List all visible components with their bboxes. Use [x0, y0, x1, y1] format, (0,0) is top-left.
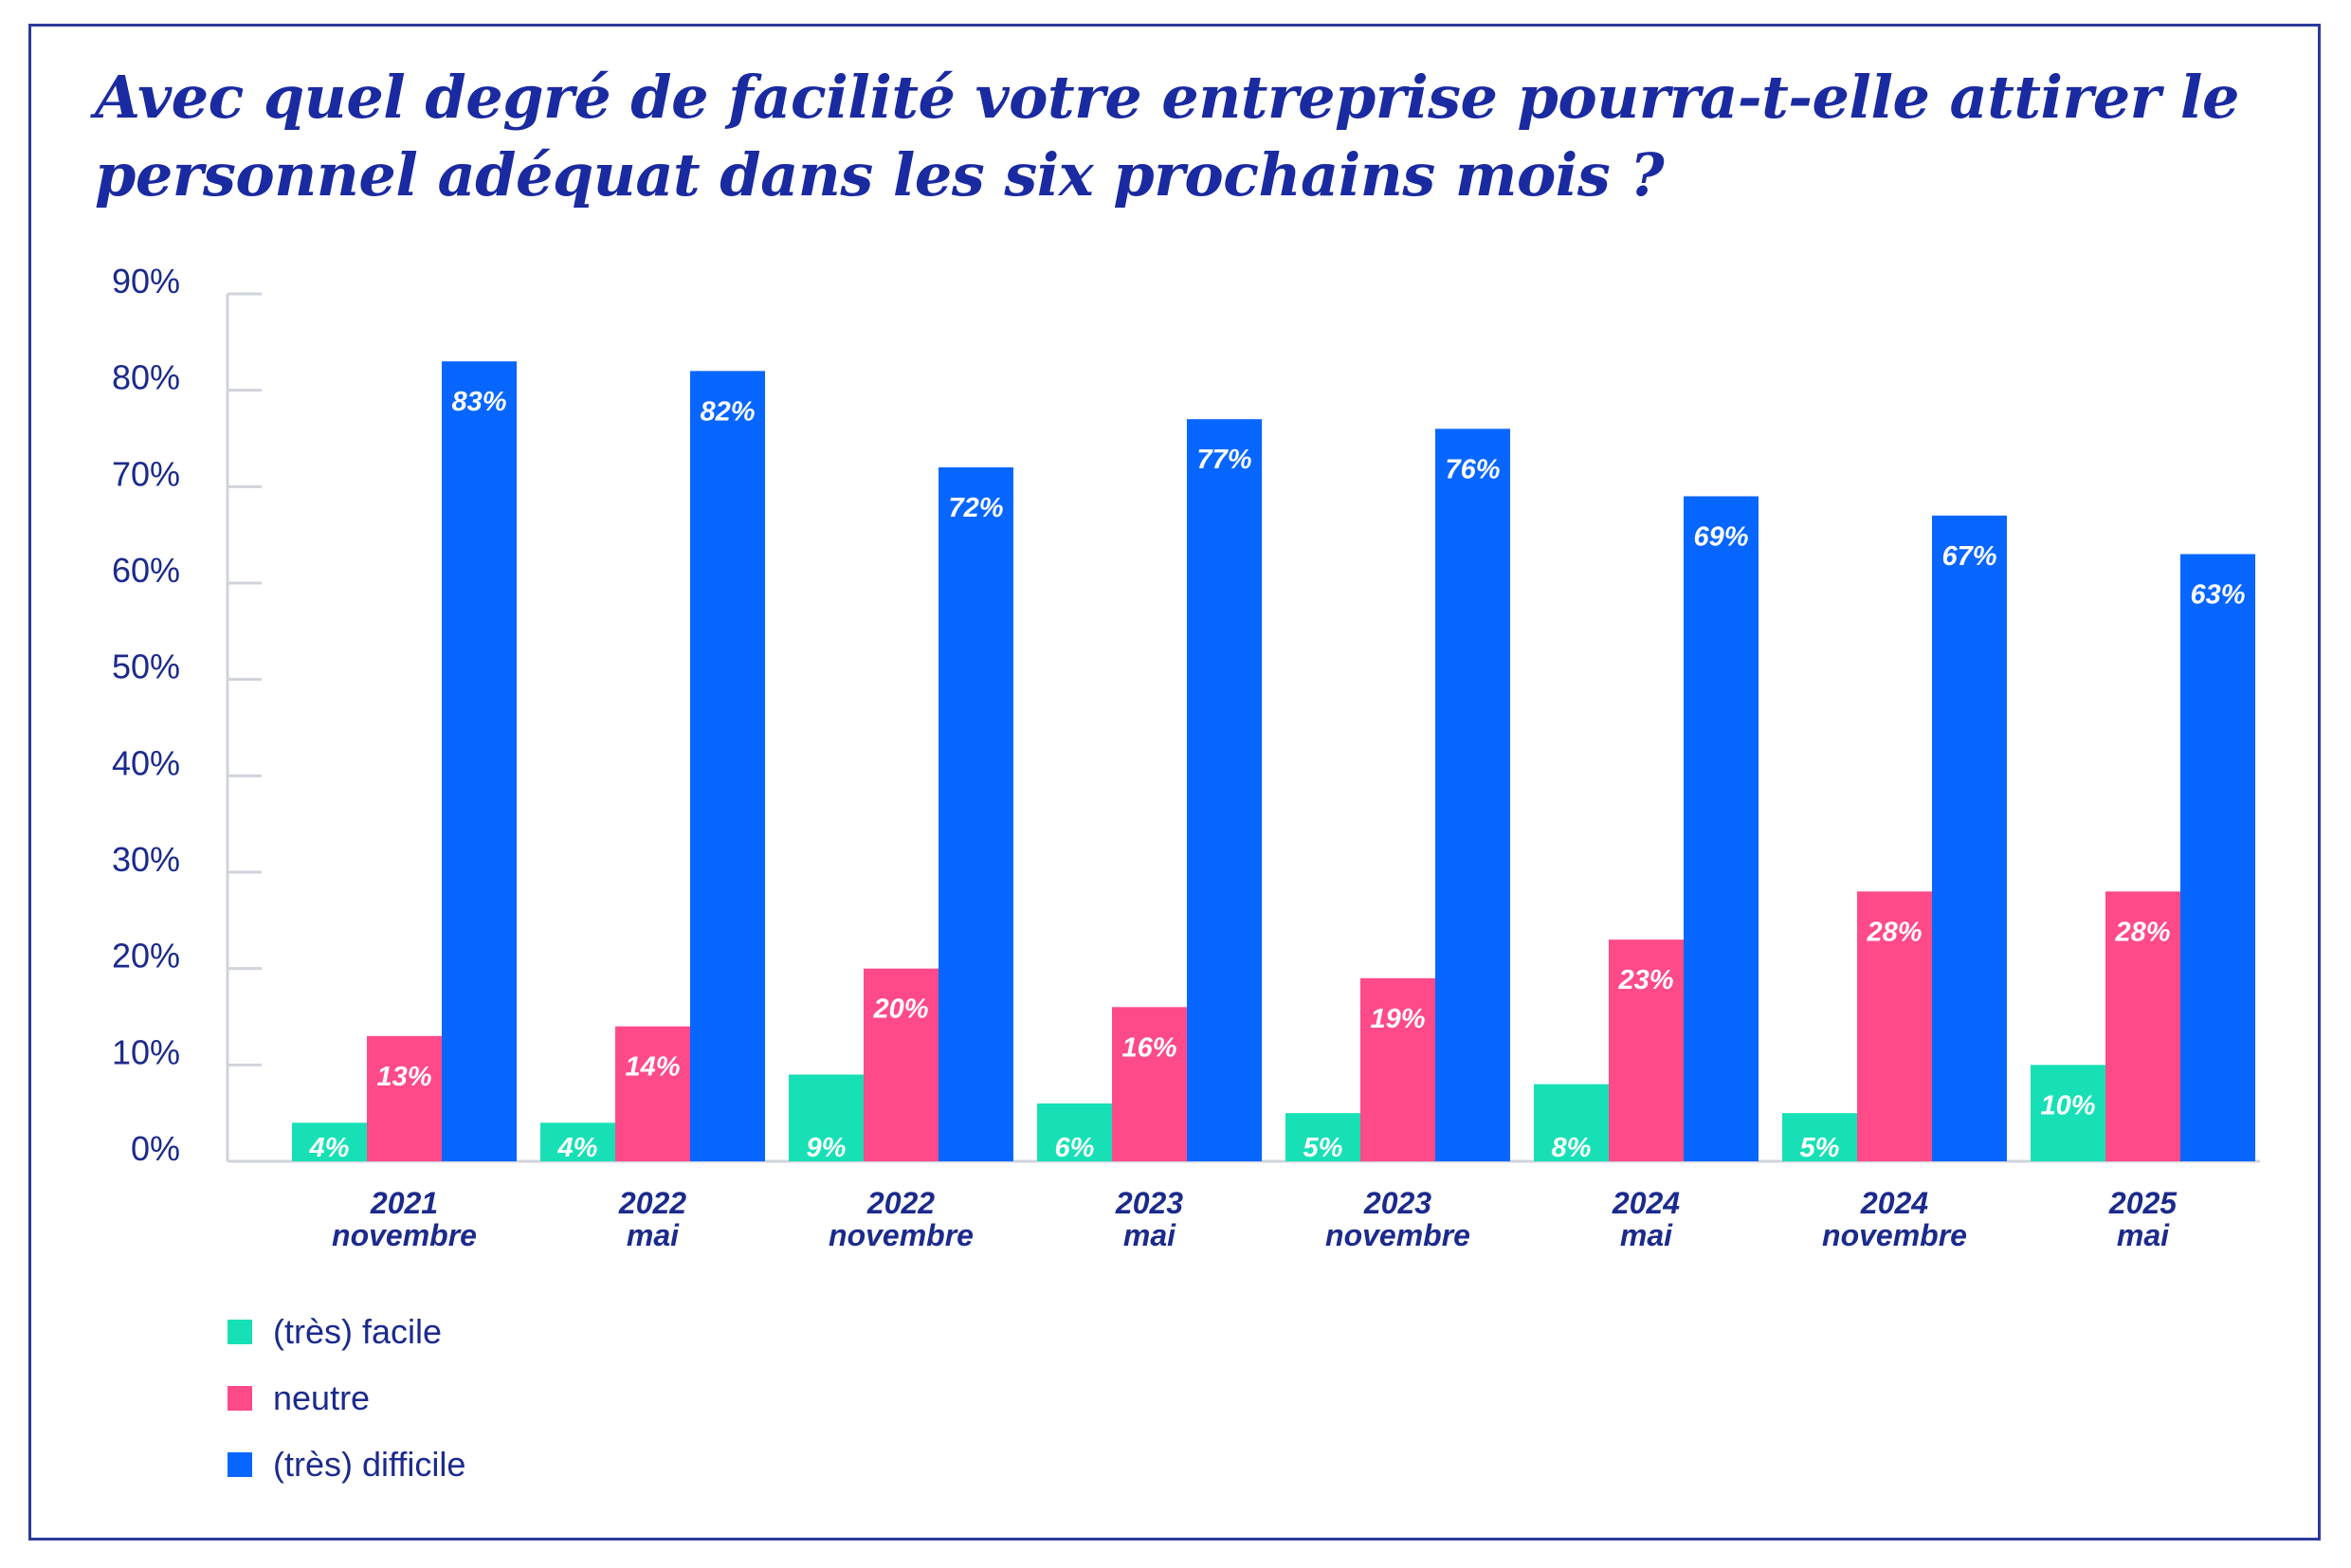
legend-item-facile: (très) facile — [228, 1299, 465, 1365]
y-tick-label: 20% — [112, 937, 180, 975]
x-category-label: 2021 novembre — [332, 1186, 477, 1252]
bar-neutre — [2105, 891, 2180, 1161]
legend: (très) facile neutre (très) difficile — [228, 1299, 465, 1498]
data-label: 9% — [807, 1133, 847, 1163]
data-label: 5% — [1303, 1133, 1343, 1163]
bar-difficile — [1187, 419, 1262, 1162]
data-label: 13% — [376, 1062, 431, 1092]
data-label: 82% — [700, 396, 755, 427]
x-category-label: 2023 mai — [1115, 1186, 1183, 1252]
x-category-label: 2024 mai — [1612, 1186, 1680, 1252]
y-tick-label: 40% — [112, 743, 180, 782]
data-label: 10% — [2040, 1090, 2095, 1121]
legend-item-neutre: neutre — [228, 1365, 465, 1431]
x-category-label: 2022 mai — [618, 1186, 686, 1252]
bar-facile — [540, 1122, 615, 1161]
data-label: 20% — [872, 994, 928, 1025]
bar-difficile — [2180, 554, 2255, 1161]
data-label: 19% — [1370, 1004, 1425, 1034]
data-label: 16% — [1121, 1032, 1176, 1063]
bar-facile — [292, 1122, 367, 1161]
y-tick-label: 0% — [131, 1129, 180, 1168]
bar-facile — [1782, 1113, 1857, 1161]
bar-facile — [1285, 1113, 1360, 1161]
data-label: 14% — [625, 1052, 680, 1083]
bar-neutre — [1112, 1007, 1187, 1161]
legend-item-difficile: (très) difficile — [228, 1431, 465, 1498]
bar-difficile — [939, 467, 1013, 1161]
legend-swatch-difficile — [228, 1452, 252, 1477]
data-label: 72% — [948, 493, 1003, 523]
data-label: 28% — [2114, 917, 2170, 947]
y-tick-label: 80% — [112, 358, 180, 397]
bar-facile — [1534, 1084, 1609, 1161]
data-label: 76% — [1445, 454, 1500, 484]
data-label: 77% — [1196, 445, 1251, 475]
legend-label-facile: (très) facile — [273, 1312, 443, 1351]
legend-swatch-facile — [228, 1320, 252, 1344]
bar-neutre — [864, 968, 939, 1161]
y-tick-label: 50% — [112, 647, 180, 686]
bar-difficile — [1684, 496, 1759, 1161]
bar-difficile — [690, 371, 765, 1161]
data-label: 69% — [1693, 522, 1748, 553]
x-category-label: 2024 novembre — [1822, 1186, 1967, 1252]
y-tick-label: 30% — [112, 840, 180, 879]
data-label: 5% — [1800, 1133, 1840, 1163]
chart-frame — [28, 24, 2321, 1541]
legend-label-difficile: (très) difficile — [273, 1445, 466, 1484]
data-label: 28% — [1866, 917, 1922, 947]
y-tick-label: 60% — [112, 551, 180, 590]
data-label: 4% — [557, 1133, 598, 1163]
x-category-label: 2022 novembre — [829, 1186, 974, 1252]
bar-difficile — [442, 361, 517, 1162]
data-label: 6% — [1055, 1133, 1095, 1163]
bar-difficile — [1932, 515, 2007, 1161]
bar-facile — [789, 1074, 864, 1161]
bar-facile — [2031, 1065, 2105, 1161]
y-tick-label: 90% — [112, 262, 180, 301]
data-label: 63% — [2190, 580, 2245, 611]
legend-label-neutre: neutre — [273, 1378, 371, 1417]
bar-facile — [1037, 1103, 1112, 1161]
data-label: 83% — [451, 387, 506, 417]
y-tick-label: 10% — [112, 1032, 180, 1071]
data-label: 67% — [1941, 541, 1996, 572]
data-label: 4% — [309, 1133, 350, 1163]
bar-neutre — [615, 1026, 690, 1161]
bar-neutre — [1609, 939, 1684, 1161]
x-category-label: 2025 mai — [2108, 1186, 2178, 1252]
data-label: 8% — [1552, 1133, 1592, 1163]
bar-neutre — [1857, 891, 1932, 1161]
bar-difficile — [1435, 428, 1510, 1161]
x-category-label: 2023 novembre — [1325, 1186, 1470, 1252]
data-label: 23% — [1617, 965, 1673, 995]
bar-neutre — [367, 1035, 442, 1161]
chart-title: Avec quel degré de facilité votre entrep… — [95, 63, 2239, 210]
y-tick-label: 70% — [112, 454, 180, 493]
bar-neutre — [1360, 977, 1435, 1161]
legend-swatch-neutre — [228, 1386, 252, 1411]
